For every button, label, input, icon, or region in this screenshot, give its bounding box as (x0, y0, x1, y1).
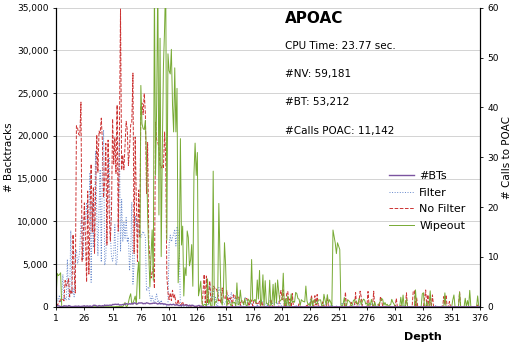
Text: #BT: 53,212: #BT: 53,212 (285, 98, 349, 107)
Y-axis label: # Calls to POAC: # Calls to POAC (502, 116, 512, 199)
Text: #Calls POAC: 11,142: #Calls POAC: 11,142 (285, 126, 394, 136)
Text: APOAC: APOAC (285, 11, 343, 26)
Legend: #BTs, Filter, No Filter, Wipeout: #BTs, Filter, No Filter, Wipeout (385, 167, 470, 236)
Text: Depth: Depth (404, 332, 442, 342)
Y-axis label: # Backtracks: # Backtracks (4, 122, 14, 192)
Text: #NV: 59,181: #NV: 59,181 (285, 69, 351, 79)
Text: CPU Time: 23.77 sec.: CPU Time: 23.77 sec. (285, 41, 396, 51)
